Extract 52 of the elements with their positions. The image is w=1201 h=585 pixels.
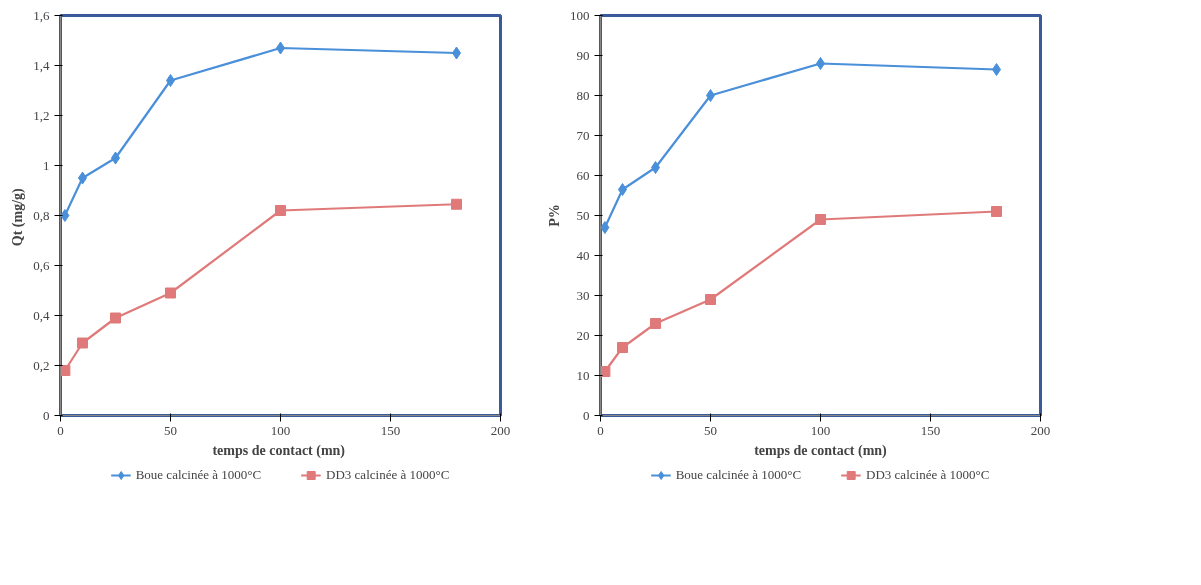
y-tick-label: 50 <box>576 207 590 223</box>
y-tick-label: 0,6 <box>33 257 50 273</box>
x-tick-label: 100 <box>810 422 831 438</box>
legend-label: DD3 calcinée à 1000°C <box>326 467 450 483</box>
x-tick-label: 200 <box>1030 422 1051 438</box>
point <box>60 209 70 222</box>
point <box>600 366 611 377</box>
y-tick-label: 100 <box>570 7 590 23</box>
y-tick-label: 0,4 <box>33 307 50 323</box>
x-tick-label: 50 <box>704 422 717 438</box>
x-tick-label: 100 <box>270 422 291 438</box>
y-tick-label: 0 <box>583 407 590 423</box>
point <box>275 205 286 216</box>
y-tick-label: 30 <box>576 287 590 303</box>
y-tick-label: 80 <box>576 87 590 103</box>
point <box>991 206 1002 217</box>
y-tick-label: 40 <box>576 247 590 263</box>
x-tick-label: 0 <box>57 422 64 438</box>
y-tick-label: 1 <box>43 157 50 173</box>
x-tick-label: 50 <box>164 422 177 438</box>
x-axis-title: temps de contact (mn) <box>212 442 346 459</box>
point <box>650 318 661 329</box>
y-tick-label: 1,4 <box>33 57 50 73</box>
y-tick-label: 0 <box>43 407 50 423</box>
y-tick-label: 10 <box>576 367 590 383</box>
y-tick-label: 0,8 <box>33 207 50 223</box>
y-tick-label: 1,2 <box>33 107 50 123</box>
y-tick-label: 1,6 <box>33 7 50 23</box>
legend-label: DD3 calcinée à 1000°C <box>866 467 990 483</box>
y-tick-label: 20 <box>576 327 590 343</box>
point <box>110 312 121 324</box>
y-tick-label: 0,2 <box>33 357 50 373</box>
point <box>617 342 628 353</box>
point <box>815 214 826 225</box>
point <box>705 294 716 305</box>
y-axis-title: P% <box>547 204 562 227</box>
point <box>60 365 71 376</box>
x-tick-label: 200 <box>490 422 511 438</box>
x-tick-label: 150 <box>380 422 401 438</box>
y-axis-title: Qt (mg/g) <box>10 187 27 247</box>
point <box>451 198 462 210</box>
legend-label: Boue calcinée à 1000°C <box>135 467 262 483</box>
y-tick-label: 90 <box>576 47 590 63</box>
point <box>77 337 88 349</box>
point <box>165 287 176 299</box>
y-tick-label: 70 <box>576 127 590 143</box>
x-axis-title: temps de contact (mn) <box>754 442 888 459</box>
x-tick-label: 0 <box>597 422 604 438</box>
x-tick-label: 150 <box>920 422 941 438</box>
legend-label: Boue calcinée à 1000°C <box>675 467 802 483</box>
y-tick-label: 60 <box>576 167 590 183</box>
point <box>600 221 610 234</box>
